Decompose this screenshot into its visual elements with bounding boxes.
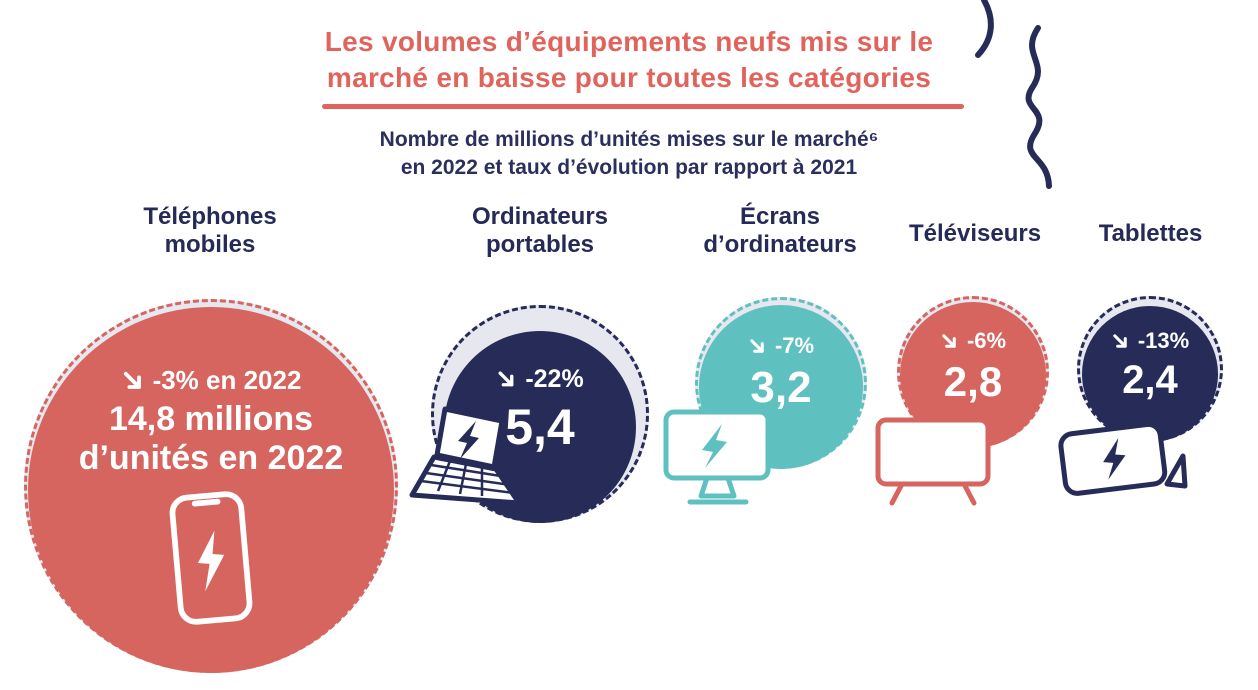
subtitle-line2: en 2022 et taux d’évolution par rapport … (400, 156, 858, 180)
evolution-row: -13% (1111, 328, 1189, 354)
evolution-value: -22% (525, 365, 584, 393)
laptop-icon (409, 406, 522, 506)
value-text: 3,2 (750, 363, 812, 412)
category-label-tablettes: Tablettes (1098, 220, 1203, 247)
chart-subtitle: Nombre de millions d’unités mises sur le… (0, 126, 1258, 183)
bubble-telephones-mobiles: -3% en 2022 14,8 millions d’unités en 20… (28, 307, 394, 673)
bubble-tablettes: -13% 2,4 (1082, 306, 1218, 442)
arrow-down-right-icon (1113, 333, 1127, 348)
category-label-ordinateurs-portables: Ordinateurs portables (471, 203, 609, 258)
arrow-down-right-icon (123, 371, 141, 389)
evolution-row: -6% (940, 328, 1006, 354)
tablet-icon (1058, 421, 1188, 496)
smartphone-icon (169, 491, 253, 625)
category-label-telephones-mobiles: Téléphones mobiles (143, 203, 277, 258)
subtitle-line1: Nombre de millions d’unités mises sur le… (379, 128, 879, 151)
arrow-down-right-icon (498, 371, 514, 387)
arrow-down-right-icon (750, 338, 764, 353)
bubble-ecrans-ordinateurs: -7% 3,2 (699, 305, 863, 469)
value-text: 2,4 (1122, 358, 1178, 402)
value-text: 2,8 (943, 358, 1003, 405)
title-line1: Les volumes d’équipements neufs mis sur … (324, 26, 934, 57)
evolution-row: -22% (496, 365, 584, 394)
decorative-squiggle (975, 0, 1052, 189)
evolution-value: -3% en 2022 (152, 365, 302, 395)
category-label-televiseurs: Téléviseurs (908, 220, 1042, 247)
page-title: Les volumes d’équipements neufs mis sur … (0, 24, 1258, 97)
title-underline (322, 104, 964, 109)
tv-icon (875, 417, 991, 506)
evolution-value: -13% (1137, 328, 1190, 353)
value-text: 5,4 (505, 399, 575, 455)
monitor-icon (663, 409, 771, 505)
evolution-row: -7% (748, 333, 814, 359)
evolution-row: -3% en 2022 (121, 365, 302, 396)
value-text: 14,8 millions d’unités en 2022 (78, 400, 344, 478)
title-line2: marché en baisse pour toutes les catégor… (326, 62, 932, 94)
evolution-value: -7% (774, 333, 815, 358)
category-label-ecrans-ordinateurs: Écrans d’ordinateurs (703, 203, 857, 258)
arrow-down-right-icon (942, 333, 956, 348)
evolution-value: -6% (966, 328, 1007, 353)
